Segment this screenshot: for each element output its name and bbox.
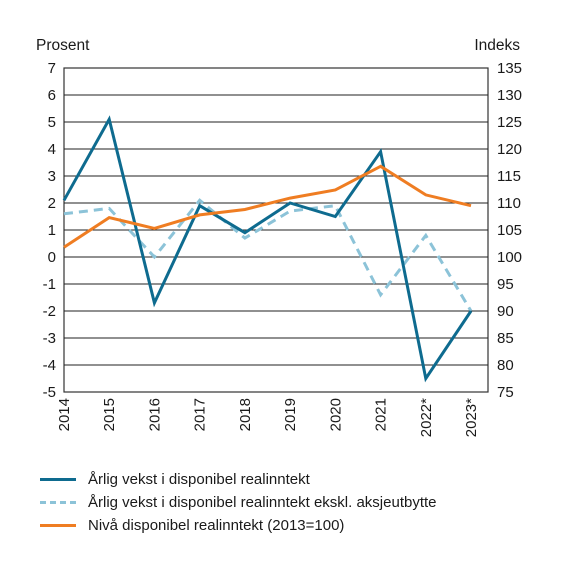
- right-tick-label: 105: [497, 222, 522, 239]
- x-tick-label: 2018: [237, 398, 254, 431]
- left-tick-label: 5: [48, 114, 56, 131]
- right-tick-label: 135: [497, 60, 522, 77]
- right-tick-label: 125: [497, 114, 522, 131]
- legend-label: Nivå disponibel realinntekt (2013=100): [88, 517, 345, 534]
- left-axis-title: Prosent: [36, 37, 90, 54]
- legend-swatch: [40, 524, 76, 527]
- left-tick-label: -1: [43, 276, 56, 293]
- right-tick-label: 85: [497, 330, 514, 347]
- x-tick-label: 2020: [327, 398, 344, 431]
- left-tick-label: -2: [43, 303, 56, 320]
- x-tick-label: 2016: [146, 398, 163, 431]
- legend-swatch: [40, 501, 76, 504]
- x-axis-ticks: 2014 2015 2016 2017 2018 2019 2020 2021 2022* 202…: [56, 398, 480, 437]
- left-tick-label: -3: [43, 330, 56, 347]
- legend-label: Årlig vekst i disponibel realinntekt: [88, 471, 310, 488]
- x-tick-label: 2021: [373, 398, 390, 431]
- legend-item: Årlig vekst i disponibel realinntekt: [40, 468, 437, 491]
- right-tick-label: 130: [497, 87, 522, 104]
- left-tick-label: -4: [43, 357, 56, 374]
- right-axis-ticks: 135 130 125 120 115 110 105 100 95 90 85 80 75: [497, 60, 522, 401]
- legend-swatch: [40, 478, 76, 481]
- x-tick-label: 2015: [101, 398, 118, 431]
- left-tick-label: 1: [48, 222, 56, 239]
- x-tick-label: 2017: [192, 398, 209, 431]
- left-tick-label: 3: [48, 168, 56, 185]
- left-tick-label: 2: [48, 195, 56, 212]
- x-tick-label: 2022*: [418, 398, 435, 437]
- legend: Årlig vekst i disponibel realinntekt Årli…: [40, 468, 437, 537]
- right-tick-label: 95: [497, 276, 514, 293]
- left-tick-label: 4: [48, 141, 56, 158]
- left-axis-ticks: 7 6 5 4 3 2 1 0 -1 -2 -3 -4 -5: [43, 60, 56, 401]
- legend-label: Årlig vekst i disponibel realinntekt eks…: [88, 494, 437, 511]
- left-tick-label: 7: [48, 60, 56, 77]
- right-tick-label: 120: [497, 141, 522, 158]
- left-tick-label: 0: [48, 249, 56, 266]
- series-line: [63, 198, 473, 312]
- series-line: [63, 164, 472, 249]
- left-tick-label: -5: [43, 384, 56, 401]
- x-tick-label: 2023*: [463, 398, 480, 437]
- legend-item: Årlig vekst i disponibel realinntekt eks…: [40, 491, 437, 514]
- left-tick-label: 6: [48, 87, 56, 104]
- series-lines: [62, 115, 473, 383]
- right-tick-label: 90: [497, 303, 514, 320]
- right-tick-label: 110: [497, 195, 521, 212]
- right-tick-label: 115: [497, 168, 521, 185]
- series-line: [62, 115, 473, 383]
- chart: 7 6 5 4 3 2 1 0 -1 -2 -3 -4 -5 135 130 125 120 115 110 105…: [36, 37, 522, 437]
- right-tick-label: 100: [497, 249, 522, 266]
- right-tick-label: 75: [497, 384, 514, 401]
- gridlines: [64, 94, 488, 366]
- x-tick-label: 2019: [282, 398, 299, 431]
- legend-item: Nivå disponibel realinntekt (2013=100): [40, 514, 437, 537]
- x-tick-label: 2014: [56, 398, 73, 431]
- right-axis-title: Indeks: [474, 37, 520, 54]
- right-tick-label: 80: [497, 357, 514, 374]
